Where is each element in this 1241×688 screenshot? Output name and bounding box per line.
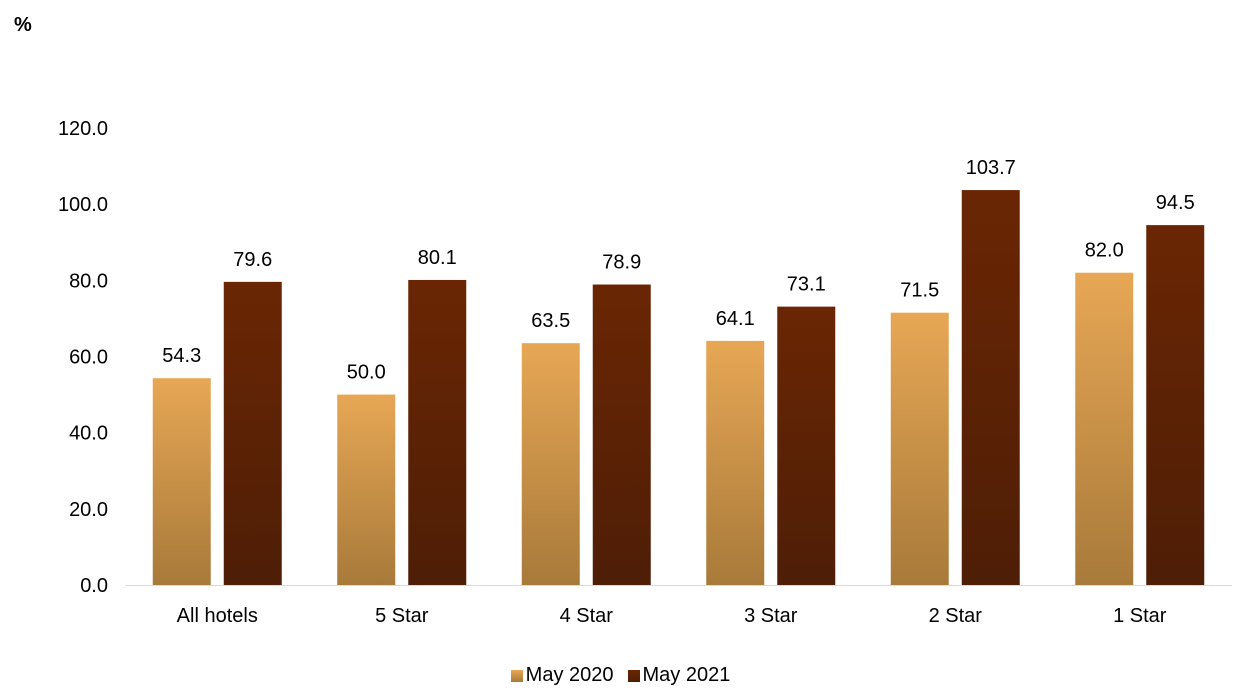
category-label: 1 Star [1113, 605, 1167, 627]
bar-may-2021 [1146, 225, 1205, 586]
legend-label: May 2021 [642, 664, 731, 686]
bar-may-2020 [890, 312, 949, 585]
data-label: 82.0 [1085, 240, 1124, 262]
data-label: 78.9 [602, 252, 641, 274]
y-tick-label: 100.0 [58, 194, 108, 216]
data-label: 50.0 [347, 362, 386, 384]
y-tick-label: 20.0 [69, 499, 108, 521]
bar-may-2020 [1075, 272, 1134, 585]
y-tick-label: 0.0 [80, 575, 108, 597]
y-axis-unit-label: % [14, 14, 32, 36]
category-label: 2 Star [929, 605, 983, 627]
bar-may-2020 [706, 340, 765, 585]
data-label: 54.3 [162, 345, 201, 367]
category-label: 4 Star [560, 605, 614, 627]
category-labels-group: All hotels 5 Star 4 Star 3 Star 2 Star 1 Star [177, 605, 1167, 627]
data-label: 63.5 [531, 310, 570, 332]
bar-may-2021 [408, 279, 467, 585]
legend-item: May 2020 [510, 664, 614, 687]
bar-may-2021 [223, 281, 282, 585]
category-label: 5 Star [375, 605, 429, 627]
data-label: 80.1 [418, 247, 457, 269]
bar-may-2020 [152, 378, 211, 585]
bars-group [152, 190, 1205, 586]
data-label: 64.1 [716, 308, 755, 330]
legend-label: May 2020 [525, 664, 614, 686]
bar-may-2020 [521, 343, 580, 585]
y-tick-label: 80.0 [69, 270, 108, 292]
y-axis-ticks: 0.0 20.0 40.0 60.0 80.0 100.0 120.0 [58, 118, 108, 597]
bar-may-2021 [777, 306, 836, 585]
legend: May 2020 May 2021 [0, 664, 1241, 687]
legend-item: May 2021 [627, 664, 731, 687]
category-label: All hotels [177, 605, 258, 627]
data-labels-group: 54.3 79.6 50.0 80.1 63.5 78.9 64.1 73.1 71.5 103.… [162, 157, 1194, 384]
y-tick-label: 60.0 [69, 347, 108, 369]
legend-swatch [510, 669, 523, 682]
data-label: 79.6 [233, 249, 272, 271]
data-label: 94.5 [1156, 192, 1195, 214]
legend-swatch [627, 669, 640, 682]
y-tick-label: 120.0 [58, 118, 108, 140]
category-label: 3 Star [744, 605, 798, 627]
data-label: 71.5 [900, 280, 939, 302]
bar-may-2021 [961, 190, 1020, 585]
bar-may-2020 [337, 394, 396, 585]
data-label: 73.1 [787, 274, 826, 296]
y-tick-label: 40.0 [69, 423, 108, 445]
bar-may-2021 [592, 284, 651, 585]
data-label: 103.7 [966, 157, 1016, 179]
